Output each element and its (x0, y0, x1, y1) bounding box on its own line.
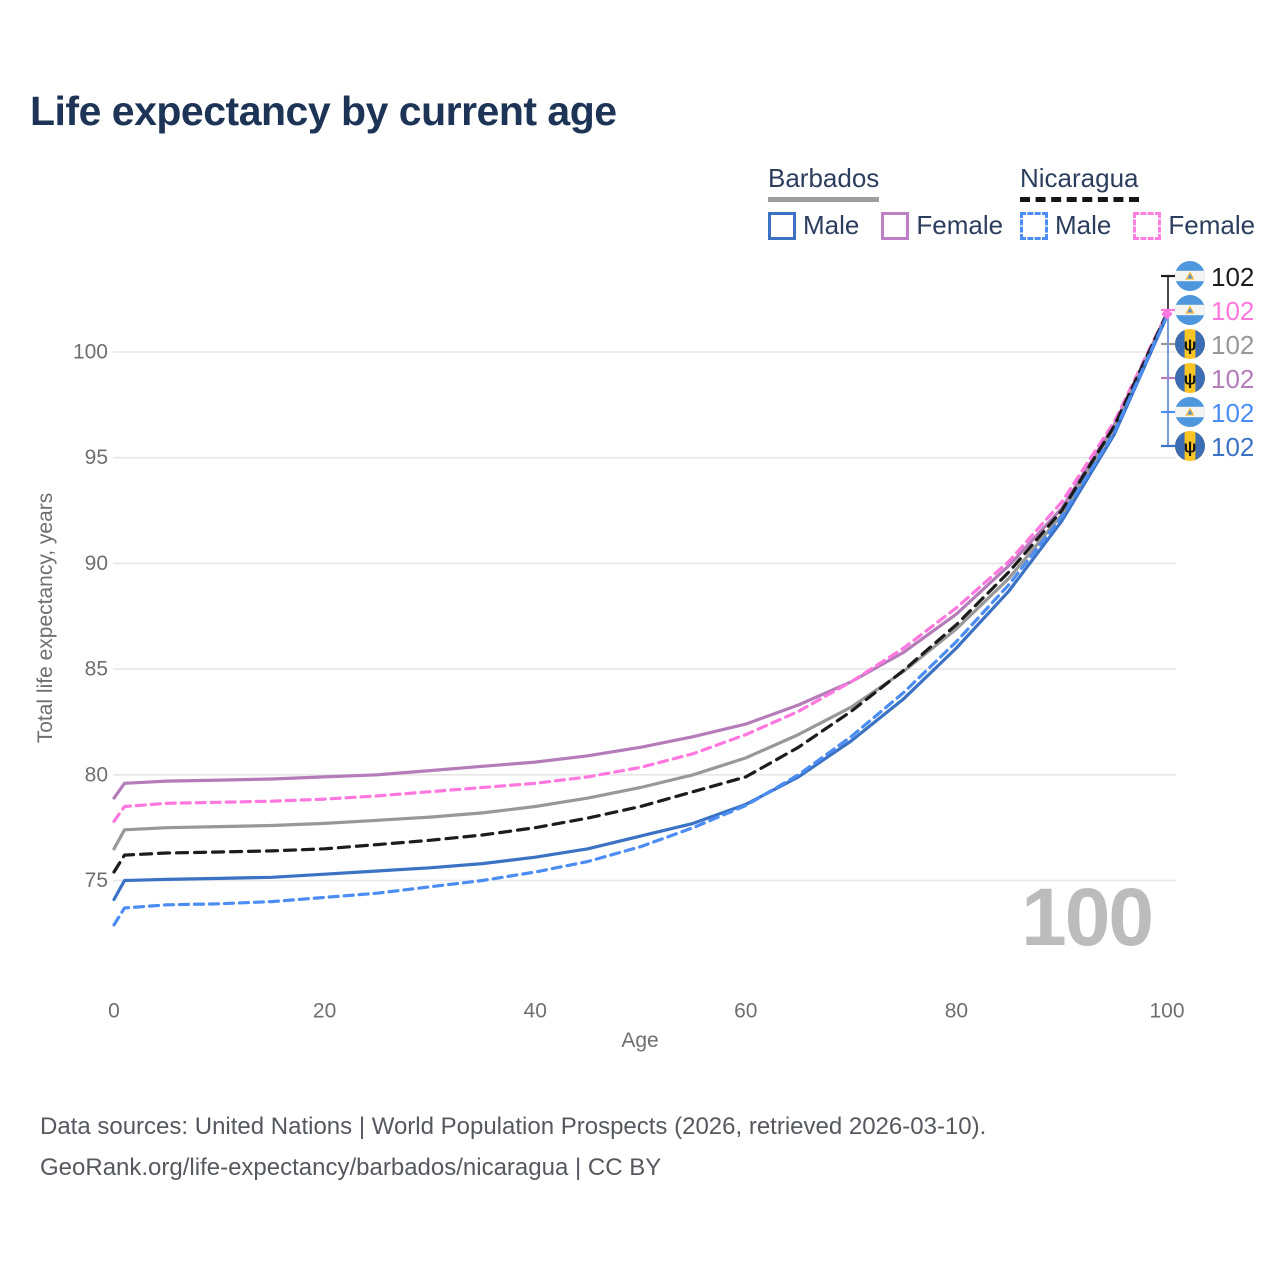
legend-item-nicaragua-female[interactable]: Female (1133, 210, 1255, 241)
y-axis-title: Total life expectancy, years (34, 492, 57, 744)
end-value-label: 102 (1211, 262, 1254, 292)
y-tick-label-75: 75 (85, 869, 108, 892)
trident-icon: ψ (1184, 336, 1197, 355)
barbados-flag-icon: ψ (1175, 431, 1205, 461)
series-line-barbados-male (112, 314, 1169, 902)
legend-label: Male (1055, 210, 1112, 240)
barbados-male-swatch-icon (768, 211, 796, 240)
end-value-label: 102 (1211, 432, 1254, 462)
end-value-label: 102 (1211, 296, 1254, 326)
y-tick-label-100: 100 (73, 341, 108, 364)
legend-items-nicaragua: Male Female (1020, 210, 1255, 241)
end-value-label: 102 (1211, 330, 1254, 360)
trident-icon: ψ (1184, 438, 1197, 457)
y-tick-label-85: 85 (85, 658, 108, 681)
series-line-nicaragua (112, 311, 1169, 874)
legend-group-barbados: Barbados Male Female (768, 163, 1003, 241)
series-line-nicaragua-male (112, 313, 1169, 927)
legend-label: Male (803, 210, 860, 240)
data-sources-line: Data sources: United Nations | World Pop… (40, 1113, 987, 1140)
x-tick-label-80: 80 (945, 1000, 968, 1023)
x-axis-title: Age (621, 1029, 659, 1052)
attribution-line: GeoRank.org/life-expectancy/barbados/nic… (40, 1154, 662, 1181)
barbados-female-swatch-icon (881, 211, 910, 240)
nicaragua-female-swatch-icon (1133, 211, 1162, 240)
series-line-barbados (112, 312, 1169, 851)
trident-icon: ψ (1184, 370, 1197, 389)
barbados-flag-icon: ψ (1175, 363, 1205, 393)
x-tick-label-20: 20 (313, 1000, 336, 1023)
legend-item-barbados-female[interactable]: Female (881, 210, 1003, 241)
x-tick-label-40: 40 (524, 1000, 547, 1023)
page-title: Life expectancy by current age (30, 88, 617, 134)
nicaragua-flag-icon (1175, 295, 1205, 325)
nicaragua-flag-icon (1175, 397, 1205, 427)
legend-item-barbados-male[interactable]: Male (768, 210, 859, 241)
barbados-flag-icon: ψ (1175, 329, 1205, 359)
x-tick-label-0: 0 (108, 1000, 120, 1023)
series-line-barbados-female (112, 312, 1169, 800)
nicaragua-flag-icon (1175, 261, 1205, 291)
x-tick-label-60: 60 (734, 1000, 757, 1023)
legend-heading-nicaragua[interactable]: Nicaragua (1020, 163, 1139, 202)
y-tick-label-95: 95 (85, 446, 108, 469)
y-tick-label-90: 90 (85, 552, 108, 575)
footer: Data sources: United Nations | World Pop… (40, 1106, 986, 1188)
nicaragua-male-swatch-icon (1020, 211, 1048, 240)
legend-label: Female (916, 210, 1004, 240)
y-tick-label-80: 80 (85, 763, 108, 786)
legend-group-nicaragua: Nicaragua Male Female (1020, 163, 1255, 241)
legend-items-barbados: Male Female (768, 210, 1003, 241)
series-line-nicaragua-female (112, 311, 1169, 823)
age-watermark: 100 (1021, 872, 1154, 963)
legend-item-nicaragua-male[interactable]: Male (1020, 210, 1111, 241)
legend-heading-barbados[interactable]: Barbados (768, 163, 880, 202)
legend-label: Female (1168, 210, 1256, 240)
end-value-label: 102 (1211, 364, 1254, 394)
series-endpoint-marker (1161, 308, 1173, 320)
x-tick-label-100: 100 (1149, 1000, 1184, 1023)
end-value-label: 102 (1211, 398, 1254, 428)
